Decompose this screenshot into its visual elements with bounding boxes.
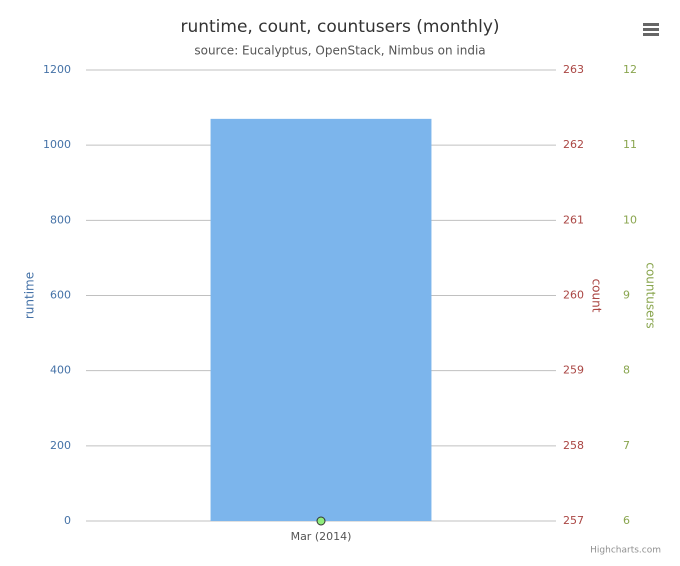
y3-tick-label: 7 (623, 439, 630, 452)
chart-subtitle: source: Eucalyptus, OpenStack, Nimbus on… (194, 44, 485, 58)
y2-tick-label: 261 (563, 213, 584, 226)
point (316, 516, 326, 526)
y-axis-title: runtime (23, 272, 37, 319)
y-tick-label: 1200 (43, 63, 71, 76)
y3-axis-title: countusers (644, 262, 658, 328)
y3-tick-label: 6 (623, 514, 630, 527)
menu-icon-bar (643, 28, 659, 31)
y3-tick-label: 10 (623, 213, 637, 226)
y3-tick-label: 9 (623, 289, 630, 302)
y2-tick-label: 257 (563, 514, 584, 527)
menu-button[interactable] (640, 18, 662, 38)
y-tick-label: 1000 (43, 138, 71, 151)
y2-axis-title: count (590, 279, 604, 313)
y2-tick-label: 259 (563, 364, 584, 377)
y3-tick-label: 11 (623, 138, 637, 151)
y3-tick-label: 8 (623, 364, 630, 377)
y2-tick-label: 260 (563, 289, 584, 302)
y3-tick-label: 12 (623, 63, 637, 76)
y-tick-label: 0 (64, 514, 71, 527)
y-tick-label: 400 (50, 364, 71, 377)
y-tick-label: 600 (50, 289, 71, 302)
y2-tick-label: 258 (563, 439, 584, 452)
y2-tick-label: 262 (563, 138, 584, 151)
y-tick-label: 800 (50, 213, 71, 226)
x-tick-label: Mar (2014) (291, 530, 352, 543)
y2-tick-label: 263 (563, 63, 584, 76)
menu-icon-bar (643, 33, 659, 36)
credits: Highcharts.com (590, 546, 661, 556)
y-tick-label: 200 (50, 439, 71, 452)
bar (210, 118, 432, 521)
menu-icon-bar (643, 23, 659, 26)
chart-title: runtime, count, countusers (monthly) (180, 17, 499, 37)
